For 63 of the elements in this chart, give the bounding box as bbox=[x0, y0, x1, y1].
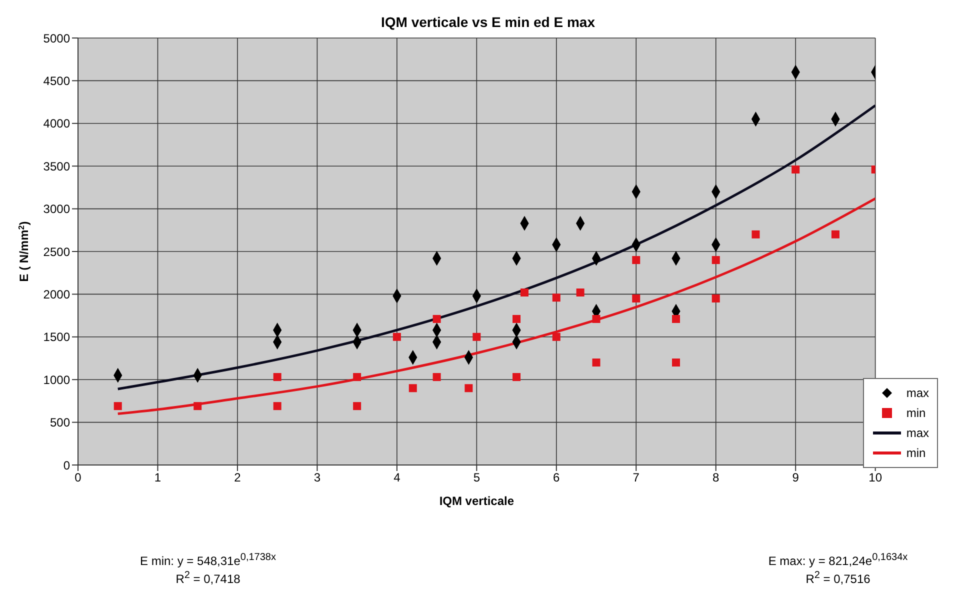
x-tick-label: 3 bbox=[314, 470, 321, 485]
point bbox=[576, 288, 584, 296]
y-tick-label: 0 bbox=[63, 458, 70, 472]
x-tick-label: 8 bbox=[712, 470, 720, 485]
y-tick-label: 3000 bbox=[43, 202, 70, 216]
point bbox=[353, 373, 362, 382]
point bbox=[592, 358, 600, 367]
point bbox=[831, 230, 840, 238]
point bbox=[464, 384, 473, 392]
point bbox=[273, 373, 282, 382]
line-series bbox=[116, 197, 876, 416]
point bbox=[432, 373, 441, 382]
point bbox=[392, 332, 401, 341]
point bbox=[512, 314, 521, 323]
point bbox=[512, 373, 521, 382]
x-tick-label: 9 bbox=[792, 470, 800, 485]
point bbox=[408, 384, 417, 392]
chart-title: IQM verticale vs E min ed E max bbox=[380, 14, 596, 30]
point bbox=[792, 166, 800, 174]
legend-label: max bbox=[906, 386, 929, 400]
point bbox=[114, 402, 122, 410]
point bbox=[672, 314, 680, 323]
text: E max: y = 821,24e$^{0,1634x}$ bbox=[767, 552, 909, 568]
legend-label: max bbox=[906, 426, 929, 440]
x-tick-label: 7 bbox=[632, 470, 640, 485]
point bbox=[353, 402, 362, 410]
x-tick-label: 10 bbox=[868, 470, 882, 485]
y-tick-label: 4500 bbox=[43, 74, 70, 88]
point bbox=[592, 314, 600, 323]
y-tick-label: 1500 bbox=[43, 330, 70, 344]
point bbox=[552, 294, 560, 302]
y-tick-label: 3500 bbox=[43, 159, 70, 174]
point bbox=[432, 314, 441, 323]
point bbox=[194, 402, 202, 410]
point bbox=[552, 332, 560, 341]
point bbox=[273, 402, 282, 410]
text: E min: y = 548,31e$^{0,1738x}$ bbox=[139, 552, 277, 568]
text: R$^{2}$ = 0,7418 bbox=[174, 570, 242, 586]
x-tick-label: 4 bbox=[394, 470, 401, 485]
y-tick-label: 2000 bbox=[43, 287, 70, 302]
point bbox=[712, 294, 720, 302]
point bbox=[632, 256, 640, 264]
text: R$^{2}$ = 0,7516 bbox=[804, 570, 872, 586]
point bbox=[520, 288, 529, 296]
x-tick-label: 1 bbox=[154, 470, 162, 485]
y-tick-label: 4000 bbox=[43, 116, 70, 131]
legend-label: min bbox=[906, 406, 926, 420]
x-tick-label: 6 bbox=[553, 470, 560, 485]
y-tick-label: 2500 bbox=[43, 244, 70, 259]
x-tick-label: 2 bbox=[234, 470, 242, 485]
y-tick-label: 1000 bbox=[43, 372, 70, 387]
point bbox=[632, 294, 640, 302]
point bbox=[712, 256, 720, 264]
x-axis-title: IQM verticale bbox=[439, 494, 514, 508]
x-tick-label: 0 bbox=[74, 470, 82, 485]
point bbox=[472, 332, 481, 341]
legend-label: min bbox=[906, 446, 926, 460]
y-tick-label: 5000 bbox=[43, 31, 70, 46]
line-series bbox=[116, 104, 876, 390]
x-tick-label: 5 bbox=[473, 470, 480, 485]
point bbox=[672, 358, 680, 367]
point bbox=[752, 230, 760, 238]
y-tick-label: 500 bbox=[50, 416, 70, 430]
